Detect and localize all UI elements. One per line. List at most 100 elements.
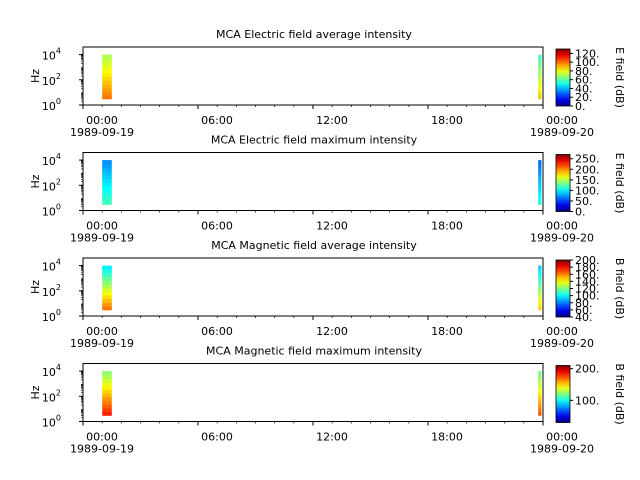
spectrogram-cell	[102, 182, 112, 187]
spectrogram-cell	[102, 200, 112, 205]
spectrogram-cell	[102, 306, 112, 311]
panel-4: MCA Magnetic field maximum intensityHz10…	[29, 345, 626, 456]
spectrogram-cell	[538, 295, 542, 300]
x-tick-date: 1989-09-20	[530, 337, 594, 350]
x-tick-label: 06:00	[201, 325, 233, 338]
x-tick-label: 12:00	[316, 431, 348, 444]
colorbar-tick-label: 0.	[575, 206, 586, 219]
spectrogram-cell	[102, 393, 112, 398]
spectrogram-cell	[538, 167, 542, 172]
x-tick-label: 00:00	[86, 431, 118, 444]
spectrogram-cell	[538, 411, 542, 416]
spectrogram-cell	[102, 404, 112, 409]
spectrogram-cell	[538, 371, 542, 376]
colorbar-tick-label: 200.	[575, 254, 600, 267]
x-tick-date: 1989-09-20	[530, 443, 594, 456]
spectrogram-cell	[538, 404, 542, 409]
spectrogram-cell	[102, 298, 112, 303]
spectrogram-cell	[538, 87, 542, 92]
x-tick-label: 00:00	[86, 325, 118, 338]
panel-title: MCA Magnetic field average intensity	[211, 239, 417, 252]
spectrogram-cell	[538, 269, 542, 274]
colorbar-label: B field (dB)	[613, 258, 626, 319]
y-tick-label: 102	[42, 177, 61, 193]
x-tick-date: 1989-09-19	[70, 443, 134, 456]
colorbar-label: B field (dB)	[613, 363, 626, 424]
panel-title: MCA Electric field maximum intensity	[211, 134, 418, 147]
spectrogram-cell	[102, 87, 112, 92]
plot-frame	[82, 46, 544, 106]
spectrogram-cell	[538, 171, 542, 176]
spectrogram-cell	[102, 273, 112, 277]
colorbar	[555, 48, 571, 107]
spectrogram-cell	[102, 291, 112, 296]
colorbar-tick-label: 250.	[575, 153, 600, 166]
spectrogram-cell	[538, 65, 542, 70]
x-tick-label: 00:00	[546, 431, 578, 444]
spectrogram-cell	[102, 80, 112, 85]
panel-1: MCA Electric field average intensityHz10…	[29, 28, 626, 139]
spectrogram-cell	[102, 385, 112, 390]
spectrogram-cell	[102, 171, 112, 176]
spectrogram-cell	[102, 411, 112, 416]
spectrogram-cell	[538, 273, 542, 277]
colorbar-tick-label: 60.	[575, 304, 593, 317]
x-tick-label: 06:00	[201, 220, 233, 233]
spectrogram-cell	[102, 287, 112, 292]
x-tick-label: 00:00	[86, 114, 118, 127]
spectrogram-cell	[102, 276, 112, 281]
colorbar-tick-label: 100.	[575, 290, 600, 303]
spectrogram-cell	[102, 374, 112, 379]
panel-title: MCA Magnetic field maximum intensity	[206, 345, 422, 358]
x-tick-label: 06:00	[201, 431, 233, 444]
colorbar-tick-label: 40.	[575, 82, 593, 95]
y-tick-label: 100	[42, 203, 61, 219]
y-axis-label: Hz	[29, 280, 42, 294]
spectrogram-cell	[102, 84, 112, 89]
spectrogram-cell	[538, 200, 542, 205]
colorbar-tick-label: 200.	[575, 363, 600, 376]
spectrogram-cell	[102, 62, 112, 66]
plot-frame	[82, 363, 544, 422]
spectrogram-cell	[538, 58, 542, 63]
panel-2: MCA Electric field maximum intensityHz10…	[29, 134, 626, 245]
y-tick-label: 102	[42, 283, 61, 299]
colorbar-label: E field (dB)	[613, 153, 626, 214]
spectrogram-cell	[538, 189, 542, 194]
spectrogram-cell	[102, 167, 112, 172]
x-tick-label: 00:00	[546, 325, 578, 338]
colorbar	[555, 365, 571, 423]
x-tick-date: 1989-09-19	[70, 232, 134, 245]
y-tick-label: 102	[42, 72, 61, 88]
spectrogram-cell	[538, 389, 542, 394]
colorbar-tick-label: 140.	[575, 275, 600, 288]
x-tick-label: 18:00	[431, 220, 463, 233]
colorbar-tick-label: 100.	[575, 56, 600, 69]
spectrogram-cell	[538, 160, 542, 165]
colorbar-tick-label: 80.	[575, 65, 593, 78]
spectrogram-cell	[538, 298, 542, 303]
spectrogram-cell	[538, 69, 542, 74]
spectrogram-cell	[538, 284, 542, 289]
x-tick-label: 00:00	[546, 114, 578, 127]
spectrogram-cell	[102, 280, 112, 285]
spectrogram-cell	[538, 291, 542, 296]
spectrogram-cell	[538, 54, 542, 59]
spectrogram-cell	[538, 280, 542, 285]
y-tick-label: 102	[42, 388, 61, 404]
spectrogram-cell	[538, 178, 542, 183]
y-tick-label: 104	[42, 152, 61, 168]
spectrogram-cell	[538, 302, 542, 307]
spectrogram-cell	[102, 76, 112, 81]
y-tick-label: 104	[42, 47, 61, 63]
colorbar-tick-label: 150.	[575, 174, 600, 187]
spectrogram-cell	[538, 393, 542, 398]
x-tick-label: 12:00	[316, 220, 348, 233]
x-tick-date: 1989-09-19	[70, 337, 134, 350]
colorbar-tick-label: 80.	[575, 297, 593, 310]
colorbar-tick-label: 180.	[575, 261, 600, 274]
colorbar-tick-label: 120.	[575, 47, 600, 60]
spectrogram-cell	[102, 371, 112, 376]
colorbar-tick-label: 100.	[575, 394, 600, 407]
